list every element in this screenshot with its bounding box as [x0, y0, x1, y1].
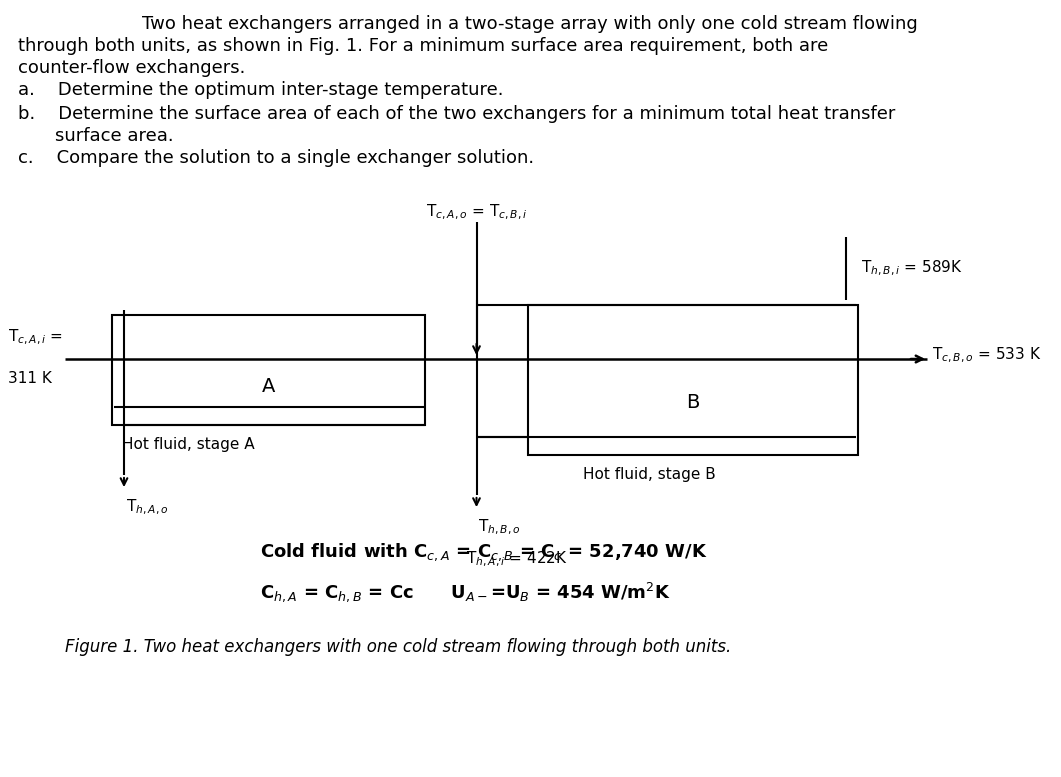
Text: T$_{h,B,i}$ = 589K: T$_{h,B,i}$ = 589K	[860, 259, 962, 278]
Text: Hot fluid, stage A: Hot fluid, stage A	[122, 437, 255, 452]
Text: Two heat exchangers arranged in a two-stage array with only one cold stream flow: Two heat exchangers arranged in a two-st…	[142, 15, 918, 33]
Text: T$_{c,A,o}$ = T$_{c,B,i}$: T$_{c,A,o}$ = T$_{c,B,i}$	[425, 203, 527, 222]
Text: T$_{h,A,i}$ = 422K: T$_{h,A,i}$ = 422K	[467, 550, 569, 570]
Text: C$_{h,A}$ = C$_{h,B}$ = Cc      U$_{A-}$=U$_B$ = 454 W/m$^2$K: C$_{h,A}$ = C$_{h,B}$ = Cc U$_{A-}$=U$_B…	[260, 580, 671, 604]
Text: Hot fluid, stage B: Hot fluid, stage B	[582, 467, 716, 482]
Text: counter-flow exchangers.: counter-flow exchangers.	[18, 59, 245, 77]
Text: T$_{h,A,o}$: T$_{h,A,o}$	[126, 498, 169, 517]
Text: c.    Compare the solution to a single exchanger solution.: c. Compare the solution to a single exch…	[18, 149, 534, 167]
Text: b.    Determine the surface area of each of the two exchangers for a minimum tot: b. Determine the surface area of each of…	[18, 105, 895, 123]
Text: 311 K: 311 K	[8, 371, 52, 386]
Bar	[112, 315, 425, 425]
Text: surface area.: surface area.	[55, 127, 174, 145]
Text: through both units, as shown in Fig. 1. For a minimum surface area requirement, : through both units, as shown in Fig. 1. …	[18, 37, 829, 55]
Text: Figure 1. Two heat exchangers with one cold stream flowing through both units.: Figure 1. Two heat exchangers with one c…	[65, 638, 731, 656]
Text: T$_{c,B,o}$ = 533 K: T$_{c,B,o}$ = 533 K	[932, 345, 1041, 364]
Text: B: B	[686, 392, 699, 412]
Text: Cold fluid with C$_{c,A}$ = C$_{c,B}$ = C$_c$ = 52,740 W/K: Cold fluid with C$_{c,A}$ = C$_{c,B}$ = …	[260, 542, 708, 563]
Bar	[528, 305, 858, 455]
Text: a.    Determine the optimum inter-stage temperature.: a. Determine the optimum inter-stage tem…	[18, 81, 504, 99]
Text: T$_{h,B,o}$: T$_{h,B,o}$	[479, 518, 521, 538]
Text: A: A	[262, 378, 275, 396]
Text: T$_{c,A,i}$ =: T$_{c,A,i}$ =	[8, 328, 63, 347]
